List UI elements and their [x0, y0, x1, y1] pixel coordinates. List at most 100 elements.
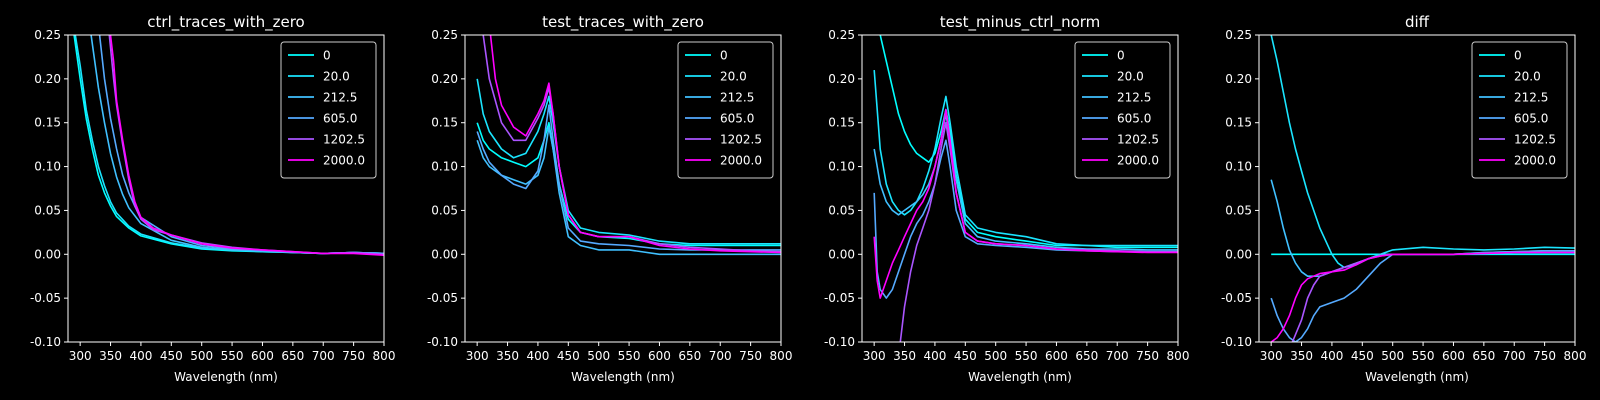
legend-entry: 20.0 [323, 70, 350, 84]
x-axis-label: Wavelength (nm) [571, 370, 675, 384]
legend-entry: 2000.0 [1117, 154, 1159, 168]
x-tick-label: 400 [1320, 349, 1343, 363]
x-tick-label: 450 [160, 349, 183, 363]
legend-entry: 1202.5 [323, 133, 365, 147]
x-tick-label: 500 [190, 349, 213, 363]
legend-entry: 212.5 [323, 91, 357, 105]
legend-entry: 0 [323, 49, 331, 63]
x-tick-label: 600 [648, 349, 671, 363]
y-tick-label: 0.15 [34, 116, 61, 130]
x-axis-label: Wavelength (nm) [1365, 370, 1469, 384]
series-line-1 [1270, 35, 1575, 269]
axes-frame [861, 34, 1179, 343]
x-tick-label: 700 [312, 349, 335, 363]
chart-panel-4: diff 300 350 400 450 500 550 600 650 700 750 800 -0.… [1221, 13, 1587, 384]
x-tick-label: 800 [770, 349, 793, 363]
legend-entry: 2000.0 [1514, 154, 1556, 168]
x-tick-label: 500 [984, 349, 1007, 363]
y-tick-label: 0.10 [34, 160, 61, 174]
y-tick-label: 0.05 [34, 203, 61, 217]
x-tick-label: 800 [373, 349, 396, 363]
x-tick-label: 450 [557, 349, 580, 363]
x-tick-label: 400 [923, 349, 946, 363]
y-tick-label: 0.25 [828, 28, 855, 42]
x-tick-label: 600 [1442, 349, 1465, 363]
legend-entry: 0 [1514, 49, 1522, 63]
axes-frame [67, 34, 385, 343]
y-tick-label: 0.10 [828, 160, 855, 174]
x-tick-label: 800 [1564, 349, 1587, 363]
x-tick-label: 550 [221, 349, 244, 363]
legend-entry: 605.0 [720, 112, 754, 126]
series-line-5 [1270, 251, 1575, 342]
chart-panel-3: test_minus_ctrl_norm 300 350 400 450 500 550 60… [824, 13, 1190, 384]
y-tick-label: -0.10 [1221, 335, 1252, 349]
axes-frame [1258, 34, 1576, 343]
legend: 0 20.0 212.5 605.0 1202.5 2000.0 [1074, 41, 1171, 179]
y-tick-label: 0.15 [828, 116, 855, 130]
x-tick-label: 350 [1290, 349, 1313, 363]
legend-entry: 20.0 [720, 70, 747, 84]
y-tick-label: 0.00 [828, 247, 855, 261]
legend-entry: 212.5 [1117, 91, 1151, 105]
y-tick-label: 0.05 [1225, 203, 1252, 217]
y-tick-label: 0.20 [34, 72, 61, 86]
x-tick-label: 650 [1472, 349, 1495, 363]
legend-entry: 1202.5 [1117, 133, 1159, 147]
x-tick-label: 650 [281, 349, 304, 363]
y-tick-label: 0.00 [431, 247, 458, 261]
y-tick-label: 0.00 [1225, 247, 1252, 261]
x-tick-label: 700 [709, 349, 732, 363]
x-tick-label: 750 [1136, 349, 1159, 363]
series-line-5 [109, 35, 384, 256]
x-tick-label: 650 [1075, 349, 1098, 363]
legend-entry: 2000.0 [323, 154, 365, 168]
y-tick-label: 0.25 [431, 28, 458, 42]
x-tick-label: 400 [129, 349, 152, 363]
chart-panel-1: ctrl_traces_with_zero 300 350 400 450 500 550 6… [30, 13, 396, 384]
chart-title: test_traces_with_zero [542, 13, 704, 32]
series-line-5 [489, 35, 781, 254]
legend-entry: 212.5 [720, 91, 754, 105]
series-lines [476, 35, 781, 256]
x-tick-label: 750 [1533, 349, 1556, 363]
x-axis-label: Wavelength (nm) [174, 370, 278, 384]
chart-panel-2: test_traces_with_zero 300 350 400 450 500 550 6… [427, 13, 793, 384]
y-tick-label: 0.00 [34, 247, 61, 261]
legend-entry: 20.0 [1117, 70, 1144, 84]
y-tick-label: -0.10 [824, 335, 855, 349]
series-line-5 [873, 108, 1178, 299]
y-tick-label: -0.05 [1221, 291, 1252, 305]
chart-title: diff [1405, 13, 1430, 31]
x-tick-label: 600 [251, 349, 274, 363]
series-line-3 [873, 139, 1178, 299]
legend-entry: 605.0 [1514, 112, 1548, 126]
legend-entry: 212.5 [1514, 91, 1548, 105]
legend: 0 20.0 212.5 605.0 1202.5 2000.0 [1471, 41, 1568, 179]
series-line-3 [476, 104, 781, 251]
x-tick-label: 700 [1106, 349, 1129, 363]
y-tick-label: -0.05 [824, 291, 855, 305]
x-tick-label: 450 [1351, 349, 1374, 363]
y-tick-label: 0.25 [1225, 28, 1252, 42]
y-tick-label: -0.10 [427, 335, 458, 349]
series-lines [1270, 35, 1575, 342]
x-tick-label: 550 [618, 349, 641, 363]
x-tick-label: 800 [1167, 349, 1190, 363]
chart-title: ctrl_traces_with_zero [147, 13, 304, 32]
x-tick-label: 500 [1381, 349, 1404, 363]
y-tick-label: 0.25 [34, 28, 61, 42]
legend-entry: 1202.5 [720, 133, 762, 147]
y-tick-label: 0.15 [431, 116, 458, 130]
x-tick-label: 350 [893, 349, 916, 363]
x-tick-label: 750 [739, 349, 762, 363]
x-tick-label: 300 [863, 349, 886, 363]
legend-entry: 0 [720, 49, 728, 63]
legend-entry: 605.0 [1117, 112, 1151, 126]
y-tick-label: -0.05 [427, 291, 458, 305]
series-lines [873, 35, 1178, 342]
series-lines [73, 35, 384, 256]
legend: 0 20.0 212.5 605.0 1202.5 2000.0 [280, 41, 377, 179]
